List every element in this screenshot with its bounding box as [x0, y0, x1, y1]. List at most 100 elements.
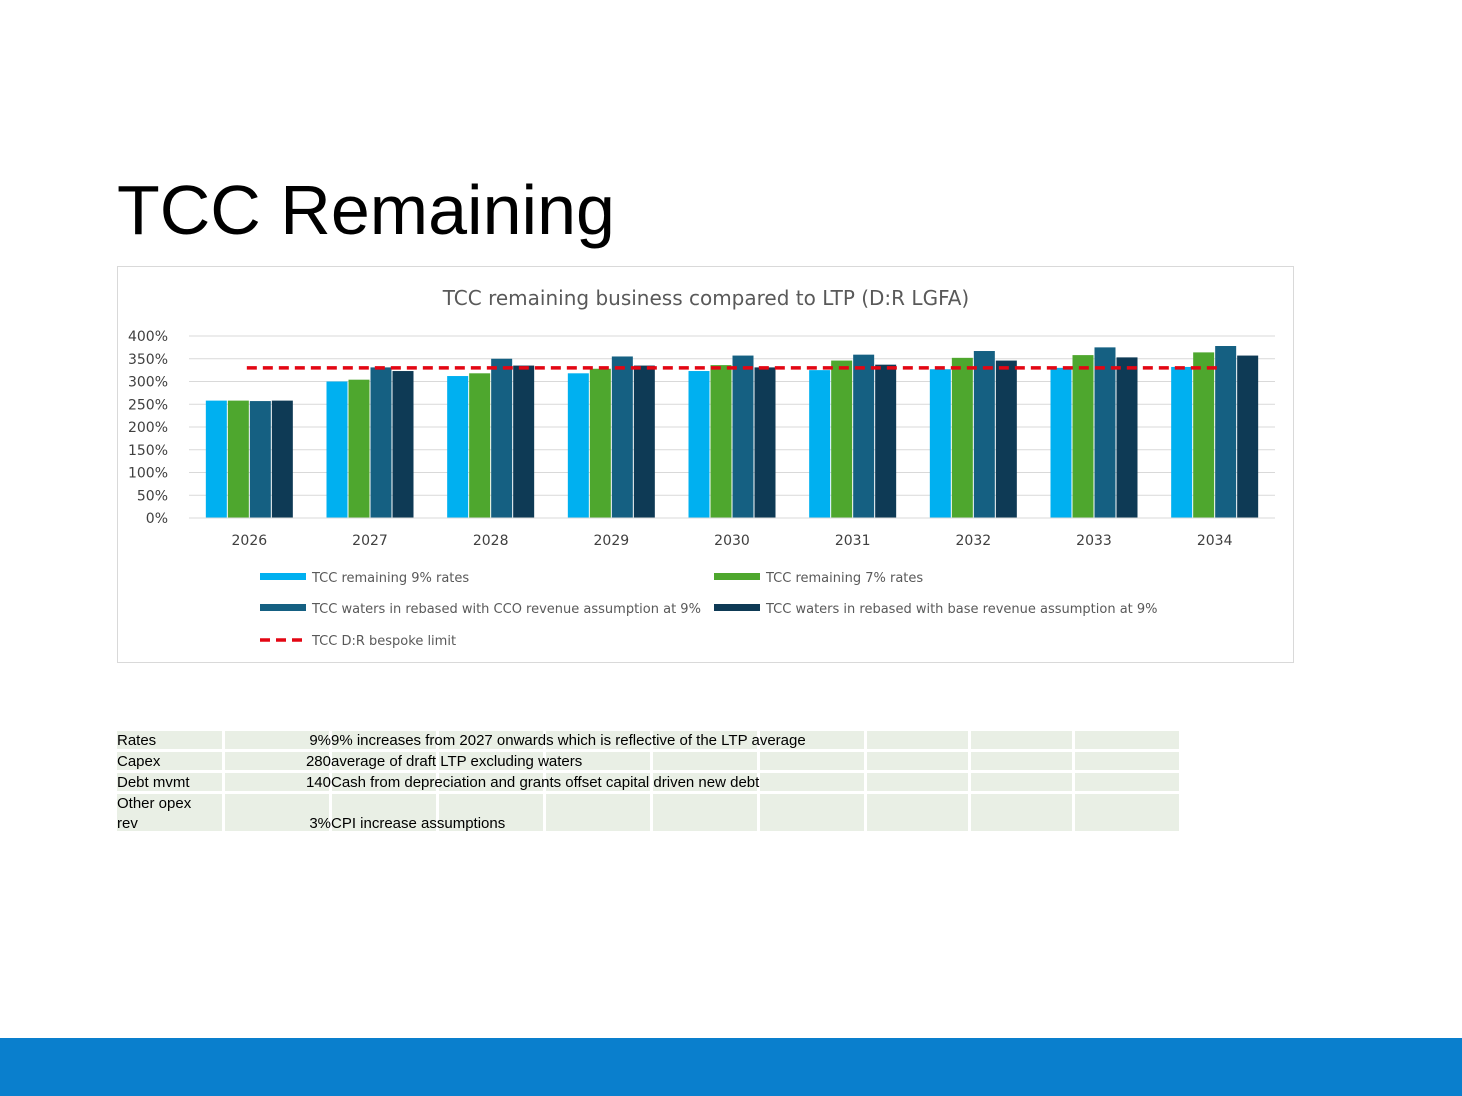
table-cell-bg — [546, 773, 650, 791]
table-row-note: average of draft LTP excluding waters — [331, 753, 583, 770]
bar — [688, 371, 710, 518]
table-row-label: Capex — [117, 753, 161, 770]
bar — [491, 358, 513, 518]
x-tick-label: 2028 — [473, 533, 509, 549]
y-tick-label: 150% — [128, 443, 168, 459]
table-cell-bg — [117, 731, 222, 749]
table-row-note: CPI increase assumptions — [331, 815, 506, 832]
table-cell-bg — [546, 752, 650, 770]
table-row-note: Cash from depreciation and grants offset… — [331, 774, 760, 791]
table-cell-bg — [546, 794, 650, 831]
bar — [831, 360, 853, 518]
legend-label: TCC D:R bespoke limit — [311, 634, 456, 649]
table-cell-bg — [546, 731, 650, 749]
bar — [1094, 347, 1116, 518]
table-cell-bg — [439, 794, 543, 831]
table-row-label: Rates — [117, 732, 157, 749]
x-tick-label: 2031 — [835, 533, 871, 549]
legend-label: TCC waters in rebased with base revenue … — [765, 602, 1158, 617]
table-cell-bg — [332, 773, 436, 791]
table-cell-bg — [117, 752, 222, 770]
bar — [227, 400, 249, 518]
bar — [513, 365, 535, 518]
bar — [447, 376, 469, 518]
table-cell-bg — [971, 773, 1072, 791]
table-cell-bg — [1075, 773, 1179, 791]
y-tick-label: 300% — [128, 375, 168, 391]
table-cell-bg — [760, 794, 864, 831]
legend-swatch — [260, 573, 306, 580]
bar — [809, 370, 831, 518]
y-tick-label: 100% — [128, 466, 168, 482]
x-tick-label: 2027 — [352, 533, 388, 549]
table-cell-bg — [225, 794, 329, 831]
table-row-label: rev — [117, 815, 138, 832]
legend-swatch — [714, 604, 760, 611]
table-cell-bg — [760, 752, 864, 770]
table-cell-bg — [867, 773, 968, 791]
table-cell-bg — [971, 794, 1072, 831]
bar — [995, 360, 1017, 518]
legend-label: TCC waters in rebased with CCO revenue a… — [311, 602, 701, 617]
table-cell-bg — [1075, 794, 1179, 831]
chart-title: TCC remaining business compared to LTP (… — [442, 286, 969, 310]
table-cell-bg — [1075, 731, 1179, 749]
table-row-value: 140 — [305, 774, 331, 791]
bar — [469, 373, 491, 518]
table-row-label: Other opex — [117, 795, 192, 812]
x-tick-label: 2026 — [232, 533, 268, 549]
x-tick-label: 2030 — [714, 533, 750, 549]
bar — [348, 379, 370, 518]
table-cell-bg — [1075, 752, 1179, 770]
table-cell-bg — [867, 752, 968, 770]
bar — [1116, 357, 1138, 518]
table-row-value: 280 — [305, 753, 331, 770]
chart-frame: TCC remaining business compared to LTP (… — [117, 266, 1294, 663]
x-tick-label: 2034 — [1197, 533, 1233, 549]
bar — [633, 365, 655, 518]
y-tick-label: 200% — [128, 420, 168, 436]
bar — [392, 371, 414, 518]
bar — [1237, 355, 1259, 518]
table-row-label: Debt mvmt — [117, 774, 190, 791]
table-cell-bg — [332, 794, 436, 831]
bar — [929, 369, 951, 518]
table-cell-bg — [653, 773, 757, 791]
y-tick-label: 250% — [128, 397, 168, 413]
legend-label: TCC remaining 7% rates — [765, 571, 923, 586]
x-tick-label: 2033 — [1076, 533, 1112, 549]
bar — [589, 368, 611, 518]
footer-bar — [0, 1038, 1462, 1096]
y-tick-label: 50% — [137, 488, 168, 504]
bar — [1171, 366, 1193, 518]
bar — [973, 351, 995, 518]
legend-swatch — [714, 573, 760, 580]
table-cell-bg — [971, 731, 1072, 749]
y-tick-label: 400% — [128, 329, 168, 345]
table-cell-bg — [653, 731, 757, 749]
bar — [1193, 352, 1215, 518]
bar — [370, 367, 392, 518]
table-cell-bg — [971, 752, 1072, 770]
y-tick-label: 0% — [146, 511, 168, 527]
table-cell-bg — [439, 731, 543, 749]
bar — [205, 400, 227, 518]
bar — [611, 356, 633, 518]
bar — [1215, 346, 1237, 518]
bar — [271, 400, 293, 518]
bar — [326, 381, 348, 518]
table-cell-bg — [225, 773, 329, 791]
x-tick-label: 2032 — [956, 533, 992, 549]
table-cell-bg — [225, 731, 329, 749]
table-cell-bg — [760, 731, 864, 749]
bar — [710, 365, 732, 518]
table-cell-bg — [332, 752, 436, 770]
bar — [754, 367, 776, 518]
bar — [1050, 367, 1072, 518]
table-row-value: 3% — [309, 815, 331, 832]
bar-chart: TCC remaining business compared to LTP (… — [128, 286, 1275, 649]
slide-title: TCC Remaining — [117, 171, 615, 249]
legend-swatch — [260, 604, 306, 611]
table-cell-bg — [760, 773, 864, 791]
bar — [1072, 355, 1094, 518]
